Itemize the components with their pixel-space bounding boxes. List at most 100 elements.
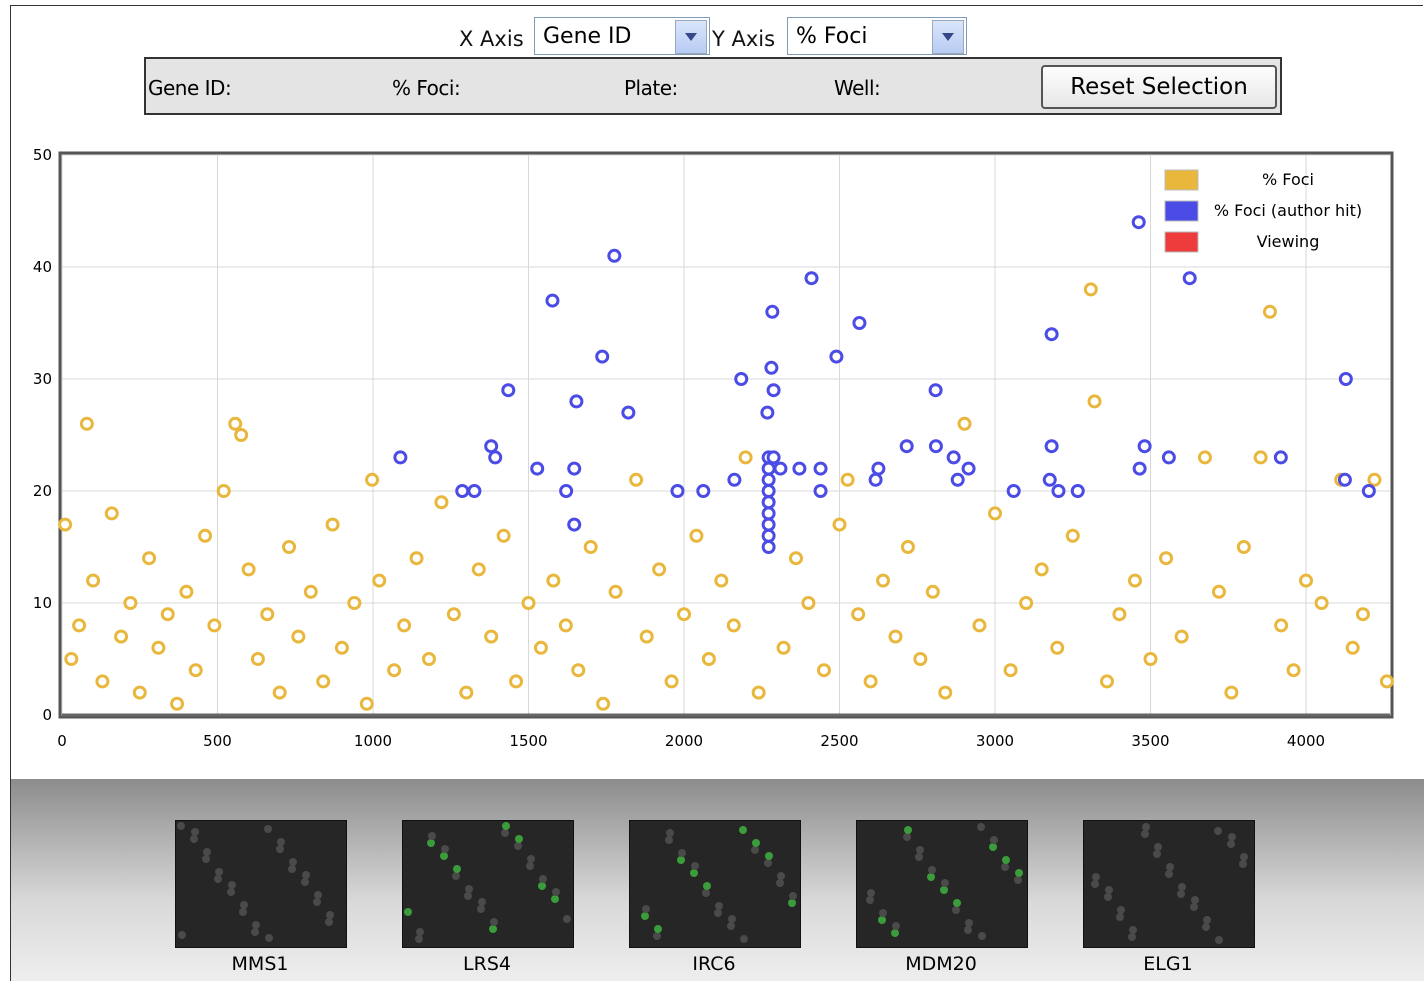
cell [515, 835, 523, 843]
point [66, 654, 77, 665]
point [1316, 598, 1327, 609]
point [498, 530, 509, 541]
point [125, 598, 136, 609]
x-tick-label: 3500 [1131, 732, 1169, 750]
cell [965, 919, 973, 927]
cell [776, 879, 784, 887]
point [597, 351, 608, 362]
point [399, 620, 410, 631]
thumbnail[interactable] [1083, 820, 1255, 948]
cell [501, 829, 509, 837]
cell [879, 909, 887, 917]
cell [264, 825, 272, 833]
thumbnail-label: MMS1 [175, 953, 345, 975]
cell [441, 845, 449, 853]
thumbnail[interactable] [175, 820, 347, 948]
cell [404, 908, 412, 916]
point [763, 530, 774, 541]
y-tick-label: 10 [33, 594, 52, 612]
cell [490, 918, 498, 926]
cell [228, 881, 236, 889]
cell [265, 934, 273, 942]
point [698, 486, 709, 497]
point [729, 474, 740, 485]
point [106, 508, 117, 519]
page: {"controls":{"x_label":"X Axis","x_value… [0, 0, 1424, 981]
point [763, 519, 774, 530]
thumbnail[interactable] [856, 820, 1028, 948]
legend-swatch [1165, 201, 1198, 221]
point [97, 676, 108, 687]
cell [977, 823, 985, 831]
cell [916, 846, 924, 854]
cell-image [403, 821, 573, 947]
point [162, 609, 173, 620]
point [842, 474, 853, 485]
cell-image [1084, 821, 1254, 947]
point [361, 698, 372, 709]
cell [1001, 863, 1009, 871]
point [284, 542, 295, 553]
point [252, 654, 263, 665]
point [959, 418, 970, 429]
cell [302, 871, 310, 879]
cell [1177, 890, 1185, 898]
point [218, 486, 229, 497]
point [1161, 553, 1172, 564]
cell [502, 822, 510, 830]
point [610, 586, 621, 597]
cell [765, 852, 773, 860]
cell [1142, 823, 1150, 831]
point [870, 474, 881, 485]
point [503, 385, 514, 396]
cell [1191, 896, 1199, 904]
thumbnail[interactable] [402, 820, 574, 948]
x-tick-label: 2000 [665, 732, 703, 750]
cell [202, 855, 210, 863]
cell [1215, 936, 1223, 944]
point [473, 564, 484, 575]
cell [177, 822, 185, 830]
y-tick-label: 30 [33, 370, 52, 388]
point [153, 642, 164, 653]
point [336, 642, 347, 653]
point [598, 698, 609, 709]
point [952, 474, 963, 485]
point [1184, 273, 1195, 284]
cell [526, 862, 534, 870]
cell [990, 836, 998, 844]
point [815, 486, 826, 497]
point [230, 418, 241, 429]
cell [728, 915, 736, 923]
point [672, 486, 683, 497]
thumbnail[interactable] [629, 820, 801, 948]
point [116, 631, 127, 642]
cell [1240, 853, 1248, 861]
cell [514, 842, 522, 850]
cell [215, 868, 223, 876]
point [535, 642, 546, 653]
cell [665, 836, 673, 844]
point [1129, 575, 1140, 586]
cell [239, 908, 247, 916]
point [854, 318, 865, 329]
cell [903, 833, 911, 841]
cell [989, 843, 997, 851]
cell [1117, 906, 1125, 914]
cell [1015, 869, 1023, 877]
cell [703, 882, 711, 890]
point [763, 486, 774, 497]
point [1275, 452, 1286, 463]
point [1067, 530, 1078, 541]
legend-swatch [1165, 232, 1198, 252]
cell [427, 839, 435, 847]
cell [867, 889, 875, 897]
point [243, 564, 254, 575]
point [763, 474, 774, 485]
point [679, 609, 690, 620]
cell [940, 886, 948, 894]
y-tick-label: 50 [33, 146, 52, 164]
cell [788, 899, 796, 907]
point [766, 362, 777, 373]
cell [227, 888, 235, 896]
